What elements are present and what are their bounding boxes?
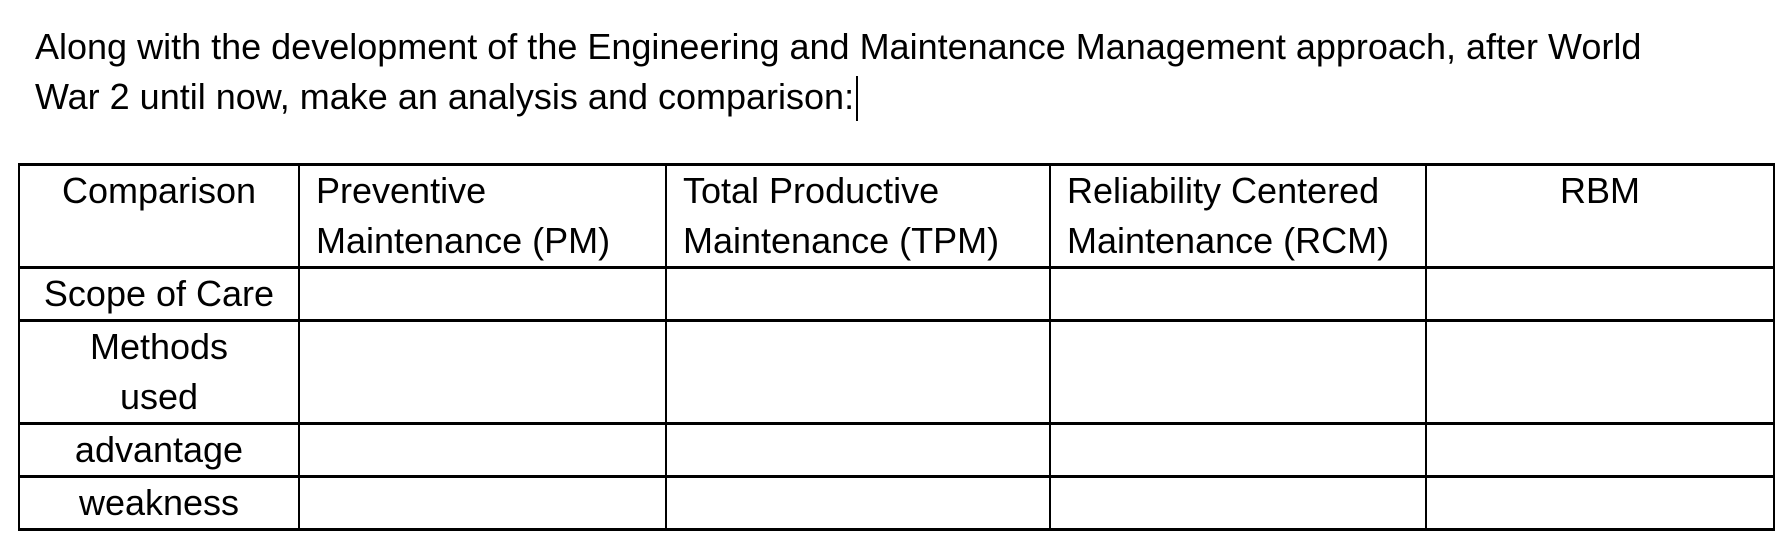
cell-scope-of-care-rcm[interactable] [1049,266,1427,322]
table-row-methods-used: Methods used [18,319,1775,425]
row-label-weakness[interactable]: weakness [18,475,300,531]
table-row-scope-of-care: Scope of Care [18,266,1775,322]
cell-advantage-rcm[interactable] [1049,422,1427,478]
header-cell-preventive-maintenance[interactable]: Preventive Maintenance (PM) [298,163,667,269]
cell-methods-used-tpm[interactable] [665,319,1051,425]
cell-advantage-tpm[interactable] [665,422,1051,478]
cell-scope-of-care-tpm[interactable] [665,266,1051,322]
cell-weakness-rcm[interactable] [1049,475,1427,531]
cell-scope-of-care-rbm[interactable] [1425,266,1775,322]
header-cell-rbm[interactable]: RBM [1425,163,1775,269]
header-cell-total-productive-maintenance[interactable]: Total Productive Maintenance (TPM) [665,163,1051,269]
text-cursor [856,76,859,121]
cell-weakness-rbm[interactable] [1425,475,1775,531]
cell-methods-used-rcm[interactable] [1049,319,1427,425]
row-label-methods-used[interactable]: Methods used [18,319,300,425]
comparison-table: Comparison Preventive Maintenance (PM) T… [18,163,1775,531]
paragraph-line-1[interactable]: Along with the development of the Engine… [35,26,1642,67]
row-label-scope-of-care[interactable]: Scope of Care [18,266,300,322]
row-label-advantage[interactable]: advantage [18,422,300,478]
cell-advantage-rbm[interactable] [1425,422,1775,478]
paragraph-line-2[interactable]: War 2 until now, make an analysis and co… [35,72,1762,122]
cell-weakness-tpm[interactable] [665,475,1051,531]
paragraph-line-2-text: War 2 until now, make an analysis and co… [35,76,855,117]
header-cell-reliability-centered-maintenance[interactable]: Reliability Centered Maintenance (RCM) [1049,163,1427,269]
cell-weakness-pm[interactable] [298,475,667,531]
cell-scope-of-care-pm[interactable] [298,266,667,322]
cell-advantage-pm[interactable] [298,422,667,478]
prompt-paragraph: Along with the development of the Engine… [0,0,1792,122]
table-row-weakness: weakness [18,475,1775,531]
cell-methods-used-pm[interactable] [298,319,667,425]
table-row-advantage: advantage [18,422,1775,478]
cell-methods-used-rbm[interactable] [1425,319,1775,425]
header-cell-comparison[interactable]: Comparison [18,163,300,269]
table-header-row: Comparison Preventive Maintenance (PM) T… [18,163,1775,269]
